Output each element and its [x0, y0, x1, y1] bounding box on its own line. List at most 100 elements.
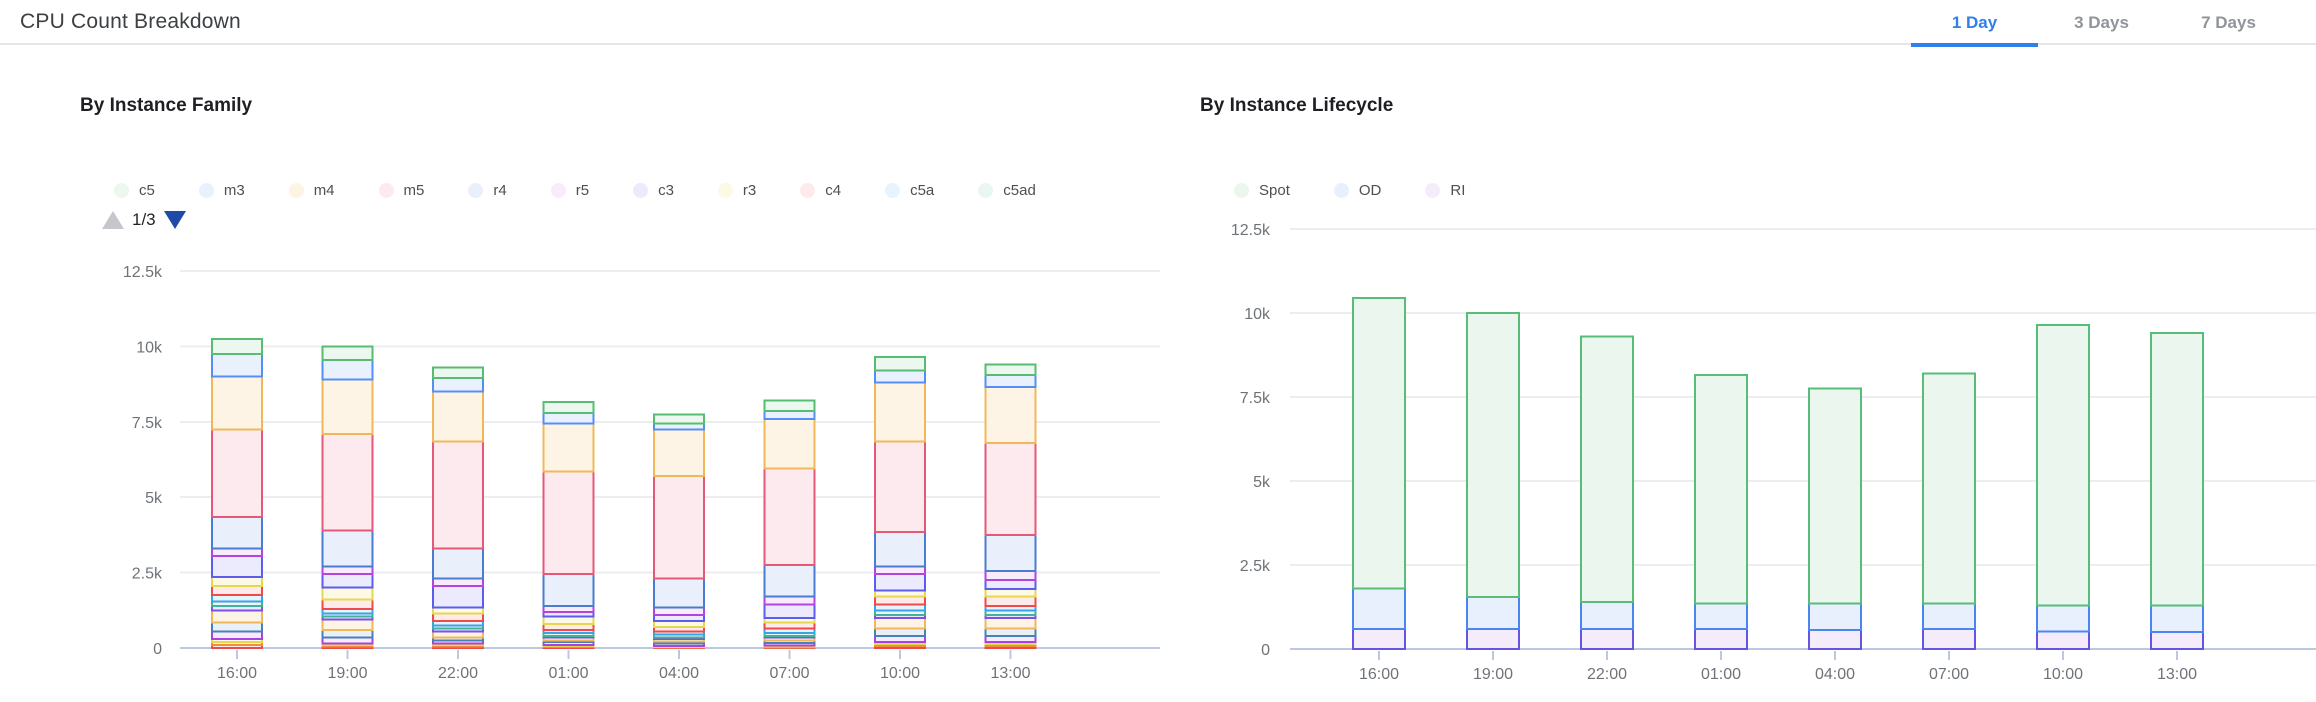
lifecycle-stacked-bar-chart: 0 2.5k 5k 7.5k 10k 12.5k 16:00 19:00 22:00 01:00 0…: [1231, 222, 2316, 683]
x-axis-label: 22:00: [438, 665, 478, 682]
bar-segment-c3-10:00: [874, 573, 926, 592]
bar-segment-other-3-16:00: [211, 621, 263, 633]
x-axis-label: 16:00: [217, 665, 257, 682]
bar-segment-r5-19:00: [321, 565, 374, 576]
bar-segment-spot-22:00: [1580, 335, 1634, 603]
bar-segment-other-4-16:00: [211, 630, 263, 640]
bar-segment-c4-16:00: [211, 585, 263, 597]
legend-page-down-icon[interactable]: [163, 211, 186, 229]
bar-segment-c4-10:00: [874, 595, 926, 606]
x-axis-label: 22:00: [1587, 666, 1627, 683]
bar-segment-r4-19:00: [321, 529, 374, 568]
legend-item-c3[interactable]: c3: [633, 182, 674, 199]
bar-segment-other-2-19:00: [321, 618, 374, 631]
instance-lifecycle-panel: By Instance Lifecycle Spot OD RI 0 2.5k 5k 7.…: [1200, 95, 2316, 687]
x-axis-label: 19:00: [1473, 666, 1513, 683]
bar-segment-ri-04:00: [1808, 628, 1862, 650]
bar-segment-od-13:00: [2150, 604, 2204, 634]
legend-item-c5[interactable]: c5: [114, 182, 155, 199]
bar-segment-c4-13:00: [984, 595, 1037, 607]
lifecycle-chart-legend: Spot OD RI: [1200, 179, 2316, 201]
bar-segment-od-22:00: [1580, 600, 1634, 630]
bar-segment-m4-22:00: [432, 390, 484, 443]
svg-text:10k: 10k: [136, 339, 163, 356]
bar-segment-od-10:00: [2036, 604, 2090, 633]
legend-dot-r5: [550, 182, 566, 198]
bar-segment-r5-16:00: [211, 547, 263, 558]
x-axis-label: 10:00: [2043, 666, 2083, 683]
legend-item-ri[interactable]: RI: [1425, 182, 1465, 199]
bar-segment-r5-13:00: [984, 570, 1037, 582]
legend-label: c3: [658, 181, 674, 199]
bar-segment-c5-13:00: [984, 363, 1037, 377]
bar-segment-other-2-13:00: [984, 616, 1037, 630]
bar-segment-od-19:00: [1466, 595, 1520, 630]
bar-segment-c3-07:00: [763, 603, 816, 619]
svg-text:0: 0: [1261, 642, 1270, 659]
x-axis-label: 01:00: [1701, 666, 1741, 683]
bar-segment-m5-13:00: [984, 441, 1037, 536]
legend-item-spot[interactable]: Spot: [1234, 182, 1290, 199]
bar-segment-r3-13:00: [984, 588, 1037, 598]
charts-row: By Instance Family c5 m3 m4 m5 r4 r5 c3 r3 c4 c5a…: [0, 45, 2316, 687]
legend-item-m3[interactable]: m3: [198, 182, 245, 199]
x-axis-label: 13:00: [2157, 666, 2197, 683]
legend-dot-spot: [1234, 182, 1249, 198]
legend-label: c5: [139, 181, 155, 199]
legend-item-m5[interactable]: m5: [378, 182, 424, 199]
legend-label: m4: [313, 181, 335, 199]
bar-segment-r3-01:00: [542, 615, 595, 625]
legend-item-r5[interactable]: r5: [550, 182, 589, 199]
legend-label: RI: [1450, 181, 1466, 199]
time-range-tabs: 1 Day 3 Days 7 Days: [1911, 0, 2292, 47]
bar-segment-od-04:00: [1808, 602, 1862, 631]
legend-item-c5a[interactable]: c5a: [885, 182, 934, 199]
legend-dot-m3: [198, 182, 214, 198]
legend-item-c4[interactable]: c4: [800, 182, 841, 199]
bar-segment-other-3-19:00: [321, 628, 374, 639]
legend-page-indicator: 1/3: [132, 210, 156, 229]
bar-segment-other-3-10:00: [874, 627, 926, 637]
bar-segment-r4-22:00: [432, 547, 484, 580]
legend-dot-c5ad: [978, 182, 994, 198]
bar-segment-m5-22:00: [432, 440, 484, 550]
legend-dot-c4: [800, 182, 816, 198]
family-legend-pager: 1/3: [80, 207, 1160, 233]
bar-segment-r5-22:00: [432, 577, 484, 588]
bar-segment-r4-16:00: [211, 515, 263, 550]
legend-dot-c3: [633, 182, 649, 198]
bar-segment-m4-16:00: [211, 375, 263, 431]
bar-segment-m3-19:00: [321, 358, 374, 381]
tab-7-days[interactable]: 7 Days: [2201, 12, 2256, 32]
bar-segment-c5-16:00: [211, 337, 263, 355]
bar-segment-m3-07:00: [763, 410, 816, 420]
bar-segment-r4-13:00: [984, 533, 1037, 573]
legend-item-r4[interactable]: r4: [468, 182, 507, 199]
legend-item-m4[interactable]: m4: [288, 181, 335, 199]
legend-page-up-icon[interactable]: [102, 211, 124, 229]
bar-segment-m3-22:00: [432, 377, 484, 393]
bar-segment-r4-10:00: [874, 530, 926, 568]
legend-item-r3[interactable]: r3: [717, 182, 756, 199]
legend-label: OD: [1358, 181, 1382, 199]
svg-text:0: 0: [153, 641, 162, 658]
bar-segment-c4-19:00: [321, 598, 374, 610]
bar-segment-c5-01:00: [542, 401, 595, 414]
tab-1-day[interactable]: 1 Day: [1911, 0, 2038, 47]
bar-segment-c5-10:00: [874, 355, 926, 372]
legend-label: c4: [825, 181, 842, 199]
bar-segment-r3-19:00: [321, 586, 374, 601]
legend-item-od[interactable]: OD: [1333, 181, 1382, 199]
legend-item-c5ad[interactable]: c5ad: [978, 182, 1036, 199]
bar-segment-c4-22:00: [432, 612, 484, 622]
x-axis-label: 01:00: [548, 665, 588, 682]
bar-segment-other-2-10:00: [874, 616, 926, 630]
bar-segment-m5-07:00: [763, 467, 816, 567]
bar-segment-od-01:00: [1694, 602, 1748, 630]
bar-segment-ri-13:00: [2150, 631, 2204, 651]
bar-segment-r4-04:00: [653, 577, 705, 609]
legend-dot-m5: [378, 182, 394, 198]
bar-segment-c3-16:00: [211, 555, 263, 579]
bar-segment-c3-19:00: [321, 573, 374, 589]
tab-3-days[interactable]: 3 Days: [2074, 12, 2129, 32]
